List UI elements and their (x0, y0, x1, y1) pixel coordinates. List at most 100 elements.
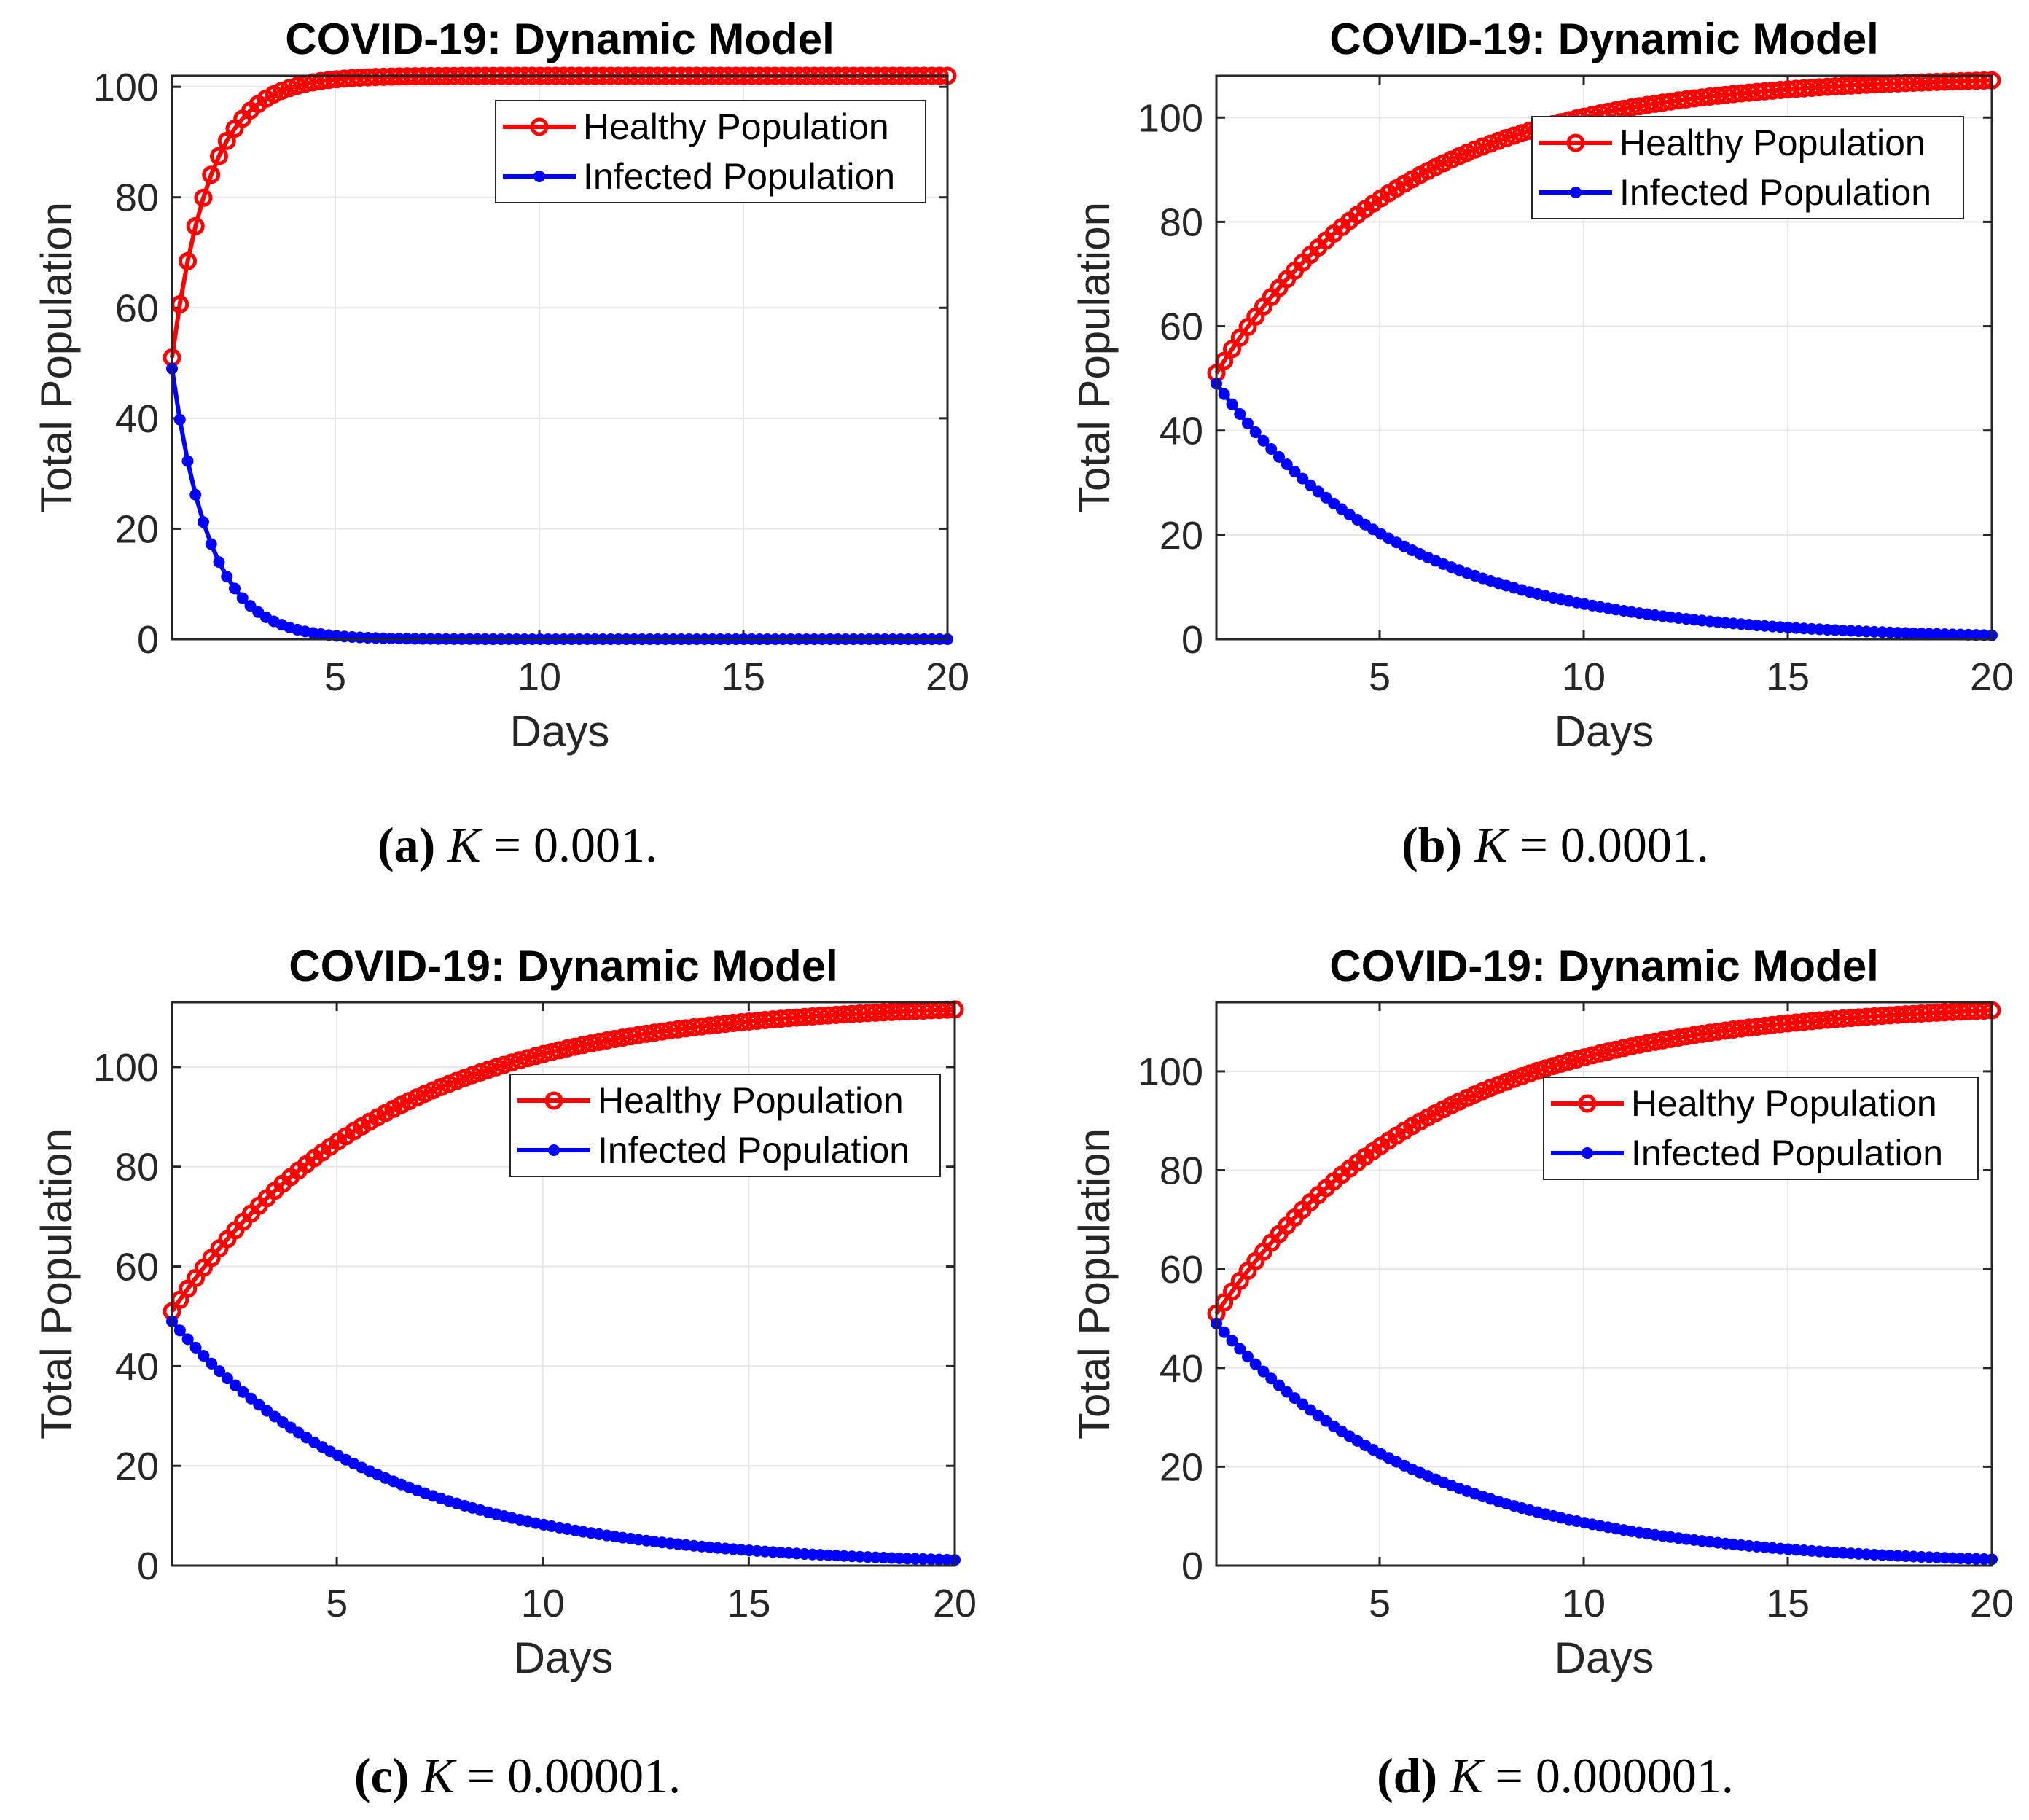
data-point (1241, 1351, 1254, 1363)
series-infected (1211, 378, 1998, 641)
chart-svg-b: 5 10 15 20 0 20 40 60 80 100 COVID-19: Dynamic Mod… (1070, 15, 2014, 756)
legend-swatch-marker (1566, 133, 1585, 152)
data-point (1289, 466, 1301, 478)
data-point (526, 1047, 545, 1066)
data-point (198, 1350, 210, 1362)
legend-box (495, 100, 926, 203)
data-point (1504, 126, 1523, 145)
data-point (1281, 1386, 1293, 1398)
data-point (463, 1066, 482, 1085)
data-point (1497, 129, 1516, 148)
y-tick-label: 0 (137, 1544, 159, 1588)
chart-title: COVID-19: Dynamic Model (289, 942, 838, 991)
series-line (1214, 78, 1993, 375)
chart-panel-d: 5 10 15 20 0 20 40 60 80 100 COVID-19: Dynamic Mod… (1038, 929, 2029, 1820)
data-point (550, 1041, 569, 1060)
data-point (1528, 1061, 1547, 1080)
y-tick-label: 80 (1160, 200, 1203, 244)
x-tick-label: 5 (324, 655, 346, 699)
data-point (178, 251, 197, 270)
caption-variable: K (447, 817, 481, 872)
y-tick-label: 0 (137, 618, 159, 662)
caption-tag: (b) (1401, 817, 1463, 872)
data-point (209, 147, 228, 165)
x-tick-label: 5 (326, 1582, 348, 1625)
data-point (1272, 450, 1285, 463)
y-axis-label: Total Population (1070, 1128, 1119, 1440)
x-axis-label: Days (510, 707, 610, 756)
x-tick-label: 15 (1766, 655, 1810, 699)
chart-panel-b: 5 10 15 20 0 20 40 60 80 100 COVID-19: Dynamic Mod… (1038, 0, 2029, 910)
x-tick-label: 15 (1766, 1582, 1810, 1625)
data-point (245, 1392, 257, 1405)
legend-swatch-marker (533, 171, 545, 182)
x-tick-label: 10 (1562, 1582, 1606, 1625)
legend-swatch-marker (1578, 1094, 1597, 1113)
axes-frame (171, 1001, 956, 1567)
data-point (1512, 124, 1531, 143)
data-point (510, 1051, 529, 1070)
series-line (1214, 1008, 1993, 1315)
x-tick-label: 10 (517, 655, 561, 699)
legend: Healthy Population Infected Population (1543, 1077, 1979, 1180)
y-tick-label: 40 (1160, 1347, 1203, 1391)
x-tick-label: 20 (1970, 1582, 2014, 1625)
legend-label: Healthy Population (1631, 1083, 1937, 1124)
data-point (1234, 1343, 1246, 1355)
legend-swatch-marker (544, 1091, 563, 1110)
data-point (194, 188, 213, 207)
data-point (1297, 472, 1309, 485)
x-tick-label: 5 (1369, 655, 1391, 699)
chart-title: COVID-19: Dynamic Model (1329, 15, 1879, 63)
data-point (202, 165, 221, 184)
axes-frame (171, 74, 949, 641)
data-point (1249, 1358, 1262, 1370)
data-point (213, 556, 225, 569)
data-point (244, 600, 257, 612)
caption-a: (a) K = 0.001. (350, 816, 685, 874)
caption-b: (b) K = 0.0001. (1358, 816, 1752, 874)
y-tick-label: 20 (1160, 514, 1203, 558)
data-point (1218, 1326, 1230, 1338)
data-point (1218, 388, 1230, 400)
axes-frame (1215, 74, 1993, 641)
data-point (173, 1324, 186, 1337)
legend-swatch-marker (548, 1144, 560, 1156)
chart-title: COVID-19: Dynamic Model (285, 15, 834, 63)
y-tick-label: 60 (115, 286, 159, 330)
y-tick-label: 40 (115, 397, 159, 441)
caption-tag: (c) (353, 1748, 410, 1803)
data-point (1583, 1046, 1602, 1065)
x-tick-label: 10 (1562, 655, 1606, 699)
legend: Healthy Population Infected Population (495, 100, 926, 203)
data-point (186, 216, 205, 235)
x-tick-label: 20 (1970, 655, 2014, 699)
data-point (1272, 1379, 1285, 1391)
y-tick-label: 0 (1181, 618, 1203, 662)
x-axis-label: Days (514, 1633, 614, 1682)
legend-label: Infected Population (1631, 1133, 1943, 1173)
data-point (479, 1061, 498, 1079)
data-point (229, 1379, 241, 1391)
chart-svg-d: 5 10 15 20 0 20 40 60 80 100 COVID-19: Dynamic Mod… (1070, 942, 2014, 1682)
data-point (1289, 1392, 1301, 1405)
legend-box (509, 1074, 941, 1177)
legend-label: Infected Population (583, 156, 895, 197)
x-tick-label: 5 (1369, 1582, 1391, 1625)
x-axis-label: Days (1555, 707, 1654, 756)
data-point (1575, 1048, 1594, 1067)
data-point (189, 1341, 202, 1354)
legend-label: Infected Population (1619, 172, 1931, 213)
y-tick-label: 80 (115, 1146, 159, 1190)
legend-swatch-marker (530, 117, 549, 136)
data-point (1536, 1059, 1555, 1078)
data-point (1552, 1054, 1571, 1073)
data-point (1249, 426, 1262, 439)
data-point (1591, 1044, 1610, 1063)
legend: Healthy Population Infected Population (1531, 116, 1964, 219)
legend-swatch-marker (1570, 187, 1582, 198)
y-tick-label: 20 (1160, 1445, 1203, 1489)
y-tick-label: 60 (1160, 1248, 1203, 1292)
data-point (1304, 479, 1316, 491)
data-point (228, 582, 241, 595)
